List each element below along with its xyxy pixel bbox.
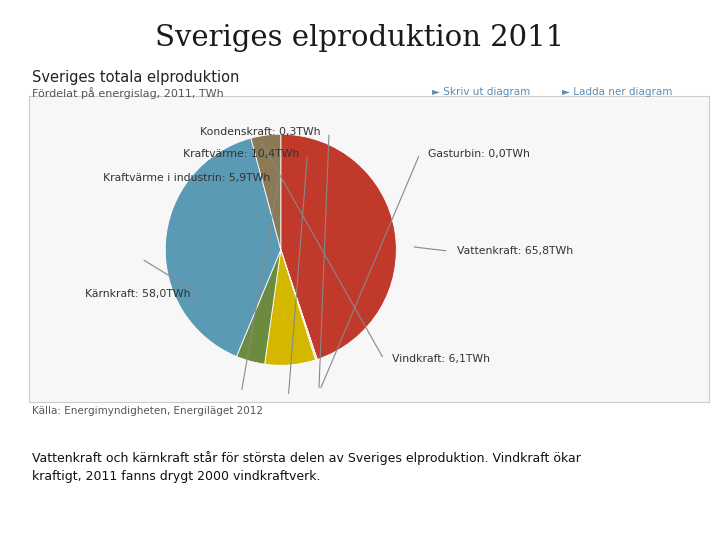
Text: Kärnkraft: 58,0TWh: Kärnkraft: 58,0TWh <box>85 289 191 299</box>
Wedge shape <box>281 134 396 360</box>
Wedge shape <box>251 134 281 249</box>
Text: kraftigt, 2011 fanns drygt 2000 vindkraftverk.: kraftigt, 2011 fanns drygt 2000 vindkraf… <box>32 470 321 483</box>
Text: ► Skriv ut diagram: ► Skriv ut diagram <box>432 87 530 98</box>
Wedge shape <box>236 249 281 364</box>
Text: Fördelat på energislag, 2011, TWh: Fördelat på energislag, 2011, TWh <box>32 87 224 99</box>
Text: Vindkraft: 6,1TWh: Vindkraft: 6,1TWh <box>392 354 490 364</box>
Text: Kraftvärme: 10,4TWh: Kraftvärme: 10,4TWh <box>183 149 299 159</box>
Wedge shape <box>265 249 315 365</box>
Wedge shape <box>281 249 318 360</box>
Wedge shape <box>281 249 317 360</box>
Text: Källa: Energimyndigheten, Energiläget 2012: Källa: Energimyndigheten, Energiläget 20… <box>32 406 264 416</box>
Text: ► Ladda ner diagram: ► Ladda ner diagram <box>562 87 672 98</box>
Text: Sveriges totala elproduktion: Sveriges totala elproduktion <box>32 70 240 85</box>
Text: Vattenkraft: 65,8TWh: Vattenkraft: 65,8TWh <box>457 246 573 256</box>
Text: Vattenkraft och kärnkraft står för största delen av Sveriges elproduktion. Vindk: Vattenkraft och kärnkraft står för störs… <box>32 451 581 465</box>
Text: Gasturbin: 0,0TWh: Gasturbin: 0,0TWh <box>428 149 530 159</box>
Text: Sveriges elproduktion 2011: Sveriges elproduktion 2011 <box>156 24 564 52</box>
Text: Kondenskraft: 0,3TWh: Kondenskraft: 0,3TWh <box>200 127 320 137</box>
Text: Kraftvärme i industrin: 5,9TWh: Kraftvärme i industrin: 5,9TWh <box>103 173 270 183</box>
Wedge shape <box>166 138 281 356</box>
